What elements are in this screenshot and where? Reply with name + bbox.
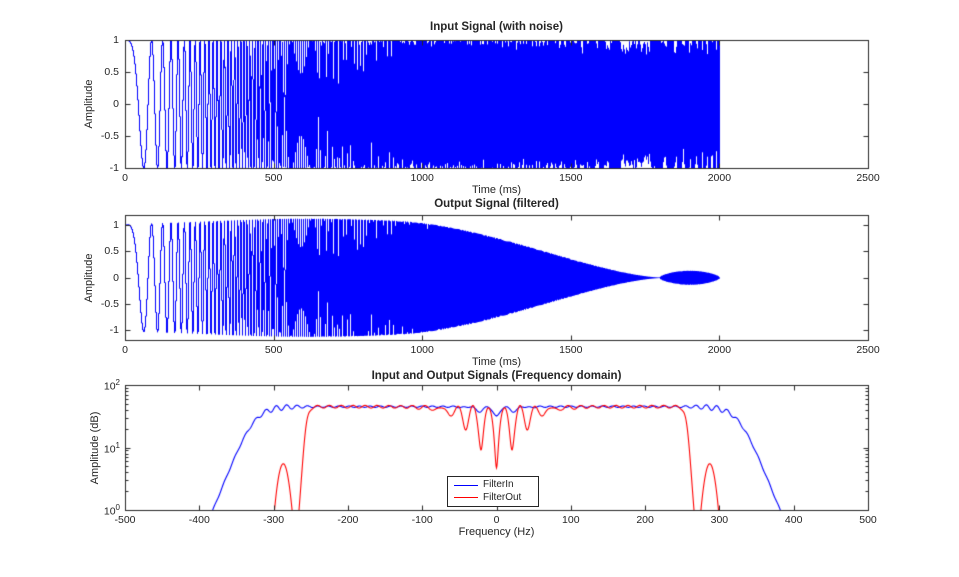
- plot2-ylabel: Amplitude: [83, 253, 95, 303]
- legend-item-filterin: FilterIn: [454, 480, 532, 490]
- plot3-xlabel: Frequency (Hz): [458, 526, 535, 538]
- legend-label-filterout: FilterOut: [483, 491, 522, 503]
- legend-label-filterin: FilterIn: [483, 479, 514, 491]
- plot1-xlabel: Time (ms): [471, 184, 522, 196]
- plot3-ylabel: Amplitude (dB): [89, 411, 101, 485]
- filterout-line-swatch: [454, 497, 478, 499]
- plot2-title: Output Signal (filtered): [434, 198, 559, 210]
- legend[interactable]: FilterIn FilterOut: [447, 476, 539, 507]
- filterin-line-swatch: [454, 484, 478, 486]
- plot3-title: Input and Output Signals (Frequency doma…: [371, 370, 622, 382]
- plot2-xlabel: Time (ms): [471, 356, 522, 368]
- legend-item-filterout: FilterOut: [454, 491, 532, 503]
- plot1-ylabel: Amplitude: [83, 79, 95, 129]
- plot1-title: Input Signal (with noise): [430, 21, 563, 33]
